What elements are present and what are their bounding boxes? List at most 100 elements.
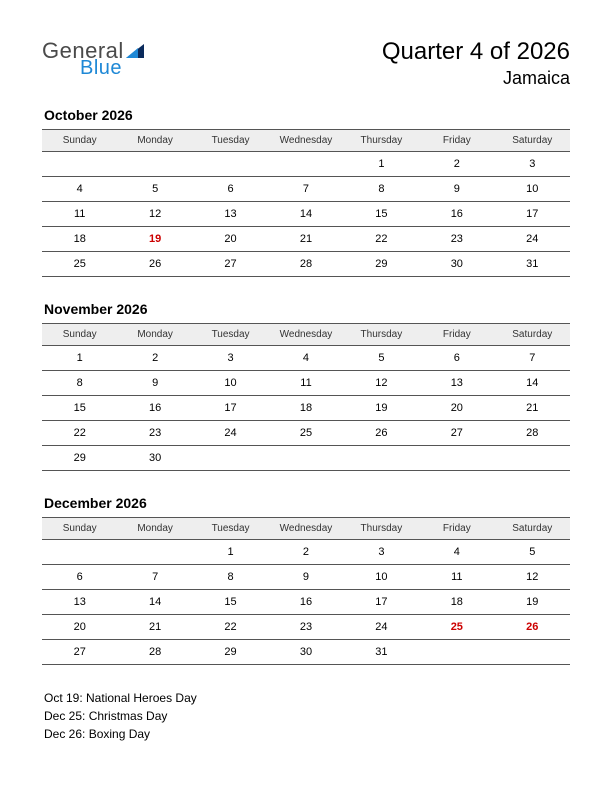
calendar-cell bbox=[495, 640, 570, 665]
calendar-cell: 26 bbox=[495, 615, 570, 640]
calendar-cell: 20 bbox=[193, 227, 268, 252]
calendar-cell: 24 bbox=[344, 615, 419, 640]
calendar-cell: 10 bbox=[193, 371, 268, 396]
calendar-cell: 12 bbox=[117, 202, 192, 227]
calendar-cell: 6 bbox=[419, 346, 494, 371]
calendar-cell: 11 bbox=[42, 202, 117, 227]
calendar-cell: 14 bbox=[495, 371, 570, 396]
calendar-cell bbox=[117, 540, 192, 565]
calendar-cell: 31 bbox=[344, 640, 419, 665]
calendar-row: 891011121314 bbox=[42, 371, 570, 396]
month-title: December 2026 bbox=[42, 495, 570, 511]
page-subtitle: Jamaica bbox=[382, 68, 570, 89]
title-block: Quarter 4 of 2026 Jamaica bbox=[382, 38, 570, 89]
calendar-cell: 22 bbox=[193, 615, 268, 640]
calendar-cell: 27 bbox=[193, 252, 268, 277]
calendar-cell: 14 bbox=[268, 202, 343, 227]
day-header: Monday bbox=[117, 324, 192, 346]
day-header: Saturday bbox=[495, 518, 570, 540]
calendar-cell: 25 bbox=[419, 615, 494, 640]
month-title: November 2026 bbox=[42, 301, 570, 317]
calendar-cell: 14 bbox=[117, 590, 192, 615]
day-header: Tuesday bbox=[193, 130, 268, 152]
calendar-row: 2728293031 bbox=[42, 640, 570, 665]
calendar-cell: 18 bbox=[268, 396, 343, 421]
calendar-cell: 12 bbox=[495, 565, 570, 590]
calendar-cell: 15 bbox=[42, 396, 117, 421]
calendar-cell: 11 bbox=[268, 371, 343, 396]
calendar-cell: 22 bbox=[42, 421, 117, 446]
calendar-cell: 23 bbox=[419, 227, 494, 252]
header: General Blue Quarter 4 of 2026 Jamaica bbox=[42, 38, 570, 89]
day-header: Friday bbox=[419, 130, 494, 152]
calendar-cell bbox=[117, 152, 192, 177]
calendar-cell: 3 bbox=[344, 540, 419, 565]
calendar-cell: 23 bbox=[117, 421, 192, 446]
calendar-cell: 21 bbox=[117, 615, 192, 640]
calendar-cell: 2 bbox=[117, 346, 192, 371]
day-header: Monday bbox=[117, 518, 192, 540]
calendar-cell: 28 bbox=[117, 640, 192, 665]
calendar-row: 25262728293031 bbox=[42, 252, 570, 277]
calendar-cell: 16 bbox=[117, 396, 192, 421]
calendar-row: 13141516171819 bbox=[42, 590, 570, 615]
calendar-cell: 17 bbox=[193, 396, 268, 421]
calendar-cell: 17 bbox=[495, 202, 570, 227]
calendar-row: 11121314151617 bbox=[42, 202, 570, 227]
calendar-cell: 9 bbox=[268, 565, 343, 590]
page-title: Quarter 4 of 2026 bbox=[382, 38, 570, 66]
calendar-cell: 1 bbox=[344, 152, 419, 177]
calendar-cell: 22 bbox=[344, 227, 419, 252]
logo-triangle-icon bbox=[126, 44, 144, 62]
calendar-cell: 3 bbox=[193, 346, 268, 371]
calendar-row: 20212223242526 bbox=[42, 615, 570, 640]
calendar-cell: 10 bbox=[344, 565, 419, 590]
holiday-list: Oct 19: National Heroes DayDec 25: Chris… bbox=[42, 689, 570, 743]
calendar-cell bbox=[42, 540, 117, 565]
calendar-cell: 2 bbox=[419, 152, 494, 177]
calendar-row: 1234567 bbox=[42, 346, 570, 371]
day-header: Sunday bbox=[42, 518, 117, 540]
calendar-cell: 26 bbox=[344, 421, 419, 446]
calendar-cell: 11 bbox=[419, 565, 494, 590]
calendar-cell: 29 bbox=[42, 446, 117, 471]
day-header: Saturday bbox=[495, 130, 570, 152]
day-header: Tuesday bbox=[193, 518, 268, 540]
logo-word-blue: Blue bbox=[80, 58, 122, 78]
calendar-cell: 4 bbox=[42, 177, 117, 202]
day-header: Friday bbox=[419, 324, 494, 346]
calendar-cell bbox=[344, 446, 419, 471]
calendar-cell: 9 bbox=[419, 177, 494, 202]
calendar-cell: 2 bbox=[268, 540, 343, 565]
calendar-row: 2930 bbox=[42, 446, 570, 471]
calendar-cell: 17 bbox=[344, 590, 419, 615]
calendar-cell: 8 bbox=[344, 177, 419, 202]
calendar-cell: 13 bbox=[419, 371, 494, 396]
calendar-table: SundayMondayTuesdayWednesdayThursdayFrid… bbox=[42, 129, 570, 277]
day-header: Wednesday bbox=[268, 518, 343, 540]
day-header: Sunday bbox=[42, 130, 117, 152]
day-header: Tuesday bbox=[193, 324, 268, 346]
calendar-cell bbox=[419, 446, 494, 471]
calendar-cell: 30 bbox=[419, 252, 494, 277]
calendar-cell: 8 bbox=[193, 565, 268, 590]
calendar-cell bbox=[268, 152, 343, 177]
calendar-table: SundayMondayTuesdayWednesdayThursdayFrid… bbox=[42, 517, 570, 665]
calendar-cell bbox=[193, 446, 268, 471]
calendar-cell: 6 bbox=[42, 565, 117, 590]
day-header: Thursday bbox=[344, 518, 419, 540]
day-header: Wednesday bbox=[268, 130, 343, 152]
calendar-cell: 28 bbox=[268, 252, 343, 277]
calendar-cell bbox=[268, 446, 343, 471]
calendar-cell: 4 bbox=[268, 346, 343, 371]
calendar-cell: 27 bbox=[42, 640, 117, 665]
calendar-cell: 10 bbox=[495, 177, 570, 202]
calendar-table: SundayMondayTuesdayWednesdayThursdayFrid… bbox=[42, 323, 570, 471]
calendar-cell: 12 bbox=[344, 371, 419, 396]
calendar-cell: 1 bbox=[193, 540, 268, 565]
calendar-cell: 29 bbox=[193, 640, 268, 665]
calendar-cell: 28 bbox=[495, 421, 570, 446]
day-header: Sunday bbox=[42, 324, 117, 346]
calendar-cell: 16 bbox=[419, 202, 494, 227]
day-header: Friday bbox=[419, 518, 494, 540]
